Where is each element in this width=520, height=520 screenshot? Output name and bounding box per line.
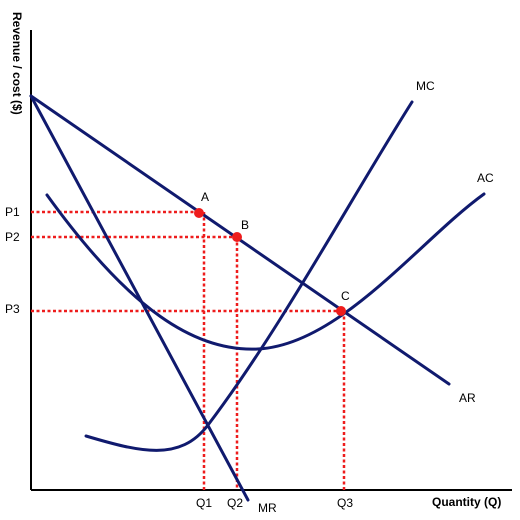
guide-lines [31,210,346,490]
p1-label: P1 [5,205,20,219]
point-c-label: C [341,289,350,303]
q1-label: Q1 [196,496,212,510]
q2-label: Q2 [227,496,243,510]
curves [29,94,486,502]
points [194,208,346,316]
point-b [232,232,242,242]
x-axis-title: Quantity (Q) [432,495,501,509]
ac-curve [45,192,486,351]
point-a-label: A [201,190,209,204]
mc-label: MC [416,79,435,93]
q3-label: Q3 [337,496,353,510]
point-b-label: B [241,218,249,232]
point-a [194,208,204,218]
mr-curve [29,94,250,502]
mr-label: MR [258,501,277,515]
y-axis-title: Revenue / cost ($) [10,12,24,115]
point-c [336,306,346,316]
p3-label: P3 [5,302,20,316]
mc-curve [84,100,414,452]
ar-label: AR [459,391,476,405]
p2-label: P2 [5,230,20,244]
ac-label: AC [477,171,494,185]
